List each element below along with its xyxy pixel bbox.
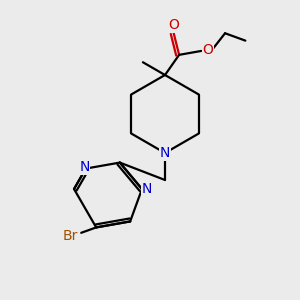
Text: Br: Br: [63, 229, 78, 242]
Text: N: N: [79, 160, 89, 174]
Text: O: O: [202, 43, 213, 57]
Text: N: N: [141, 182, 152, 196]
Text: O: O: [168, 18, 179, 32]
Text: N: N: [160, 146, 170, 160]
